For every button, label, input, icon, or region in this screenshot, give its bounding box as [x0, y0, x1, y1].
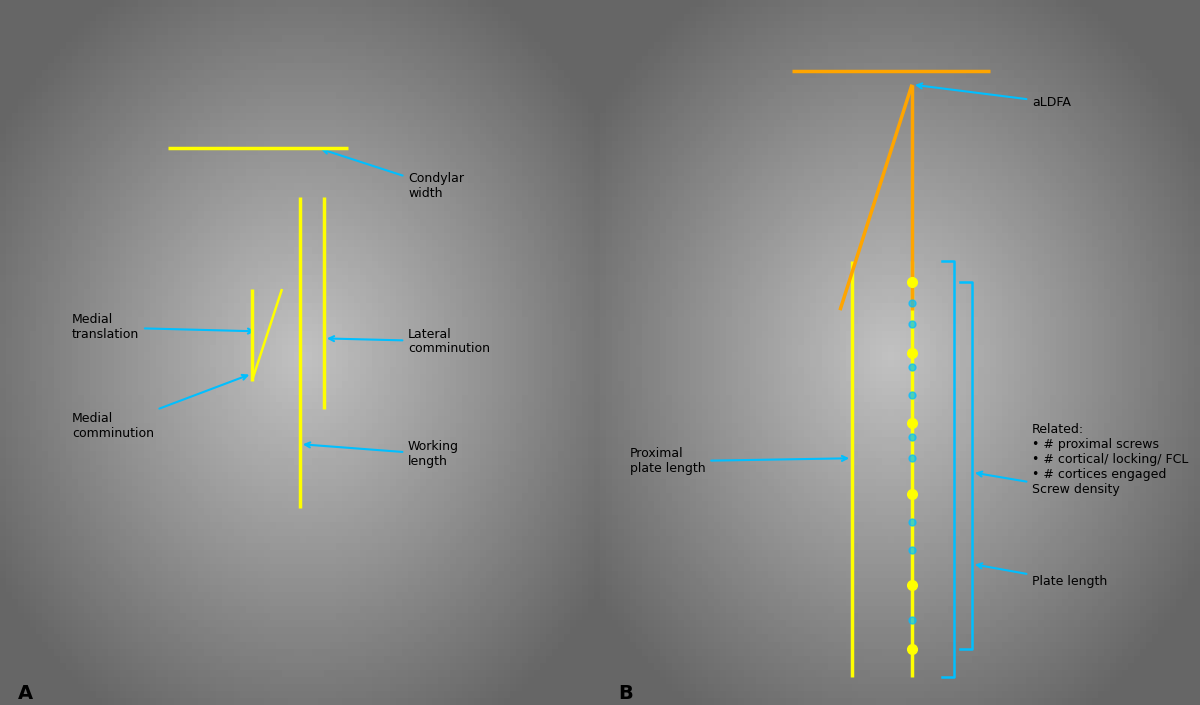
- Text: Medial
translation: Medial translation: [72, 314, 253, 341]
- Text: A: A: [18, 684, 34, 703]
- Text: B: B: [618, 684, 632, 703]
- Text: Lateral
comminution: Lateral comminution: [329, 328, 490, 355]
- Text: Plate length: Plate length: [977, 563, 1108, 588]
- Text: Screw density: Screw density: [977, 472, 1120, 496]
- Text: Proximal
plate length: Proximal plate length: [630, 448, 847, 475]
- Text: aLDFA: aLDFA: [917, 83, 1070, 109]
- Text: Condylar
width: Condylar width: [323, 149, 464, 200]
- Text: Working
length: Working length: [305, 441, 460, 468]
- Text: Related:
• # proximal screws
• # cortical/ locking/ FCL
• # cortices engaged: Related: • # proximal screws • # cortica…: [1032, 423, 1188, 481]
- Text: Medial
comminution: Medial comminution: [72, 375, 247, 440]
